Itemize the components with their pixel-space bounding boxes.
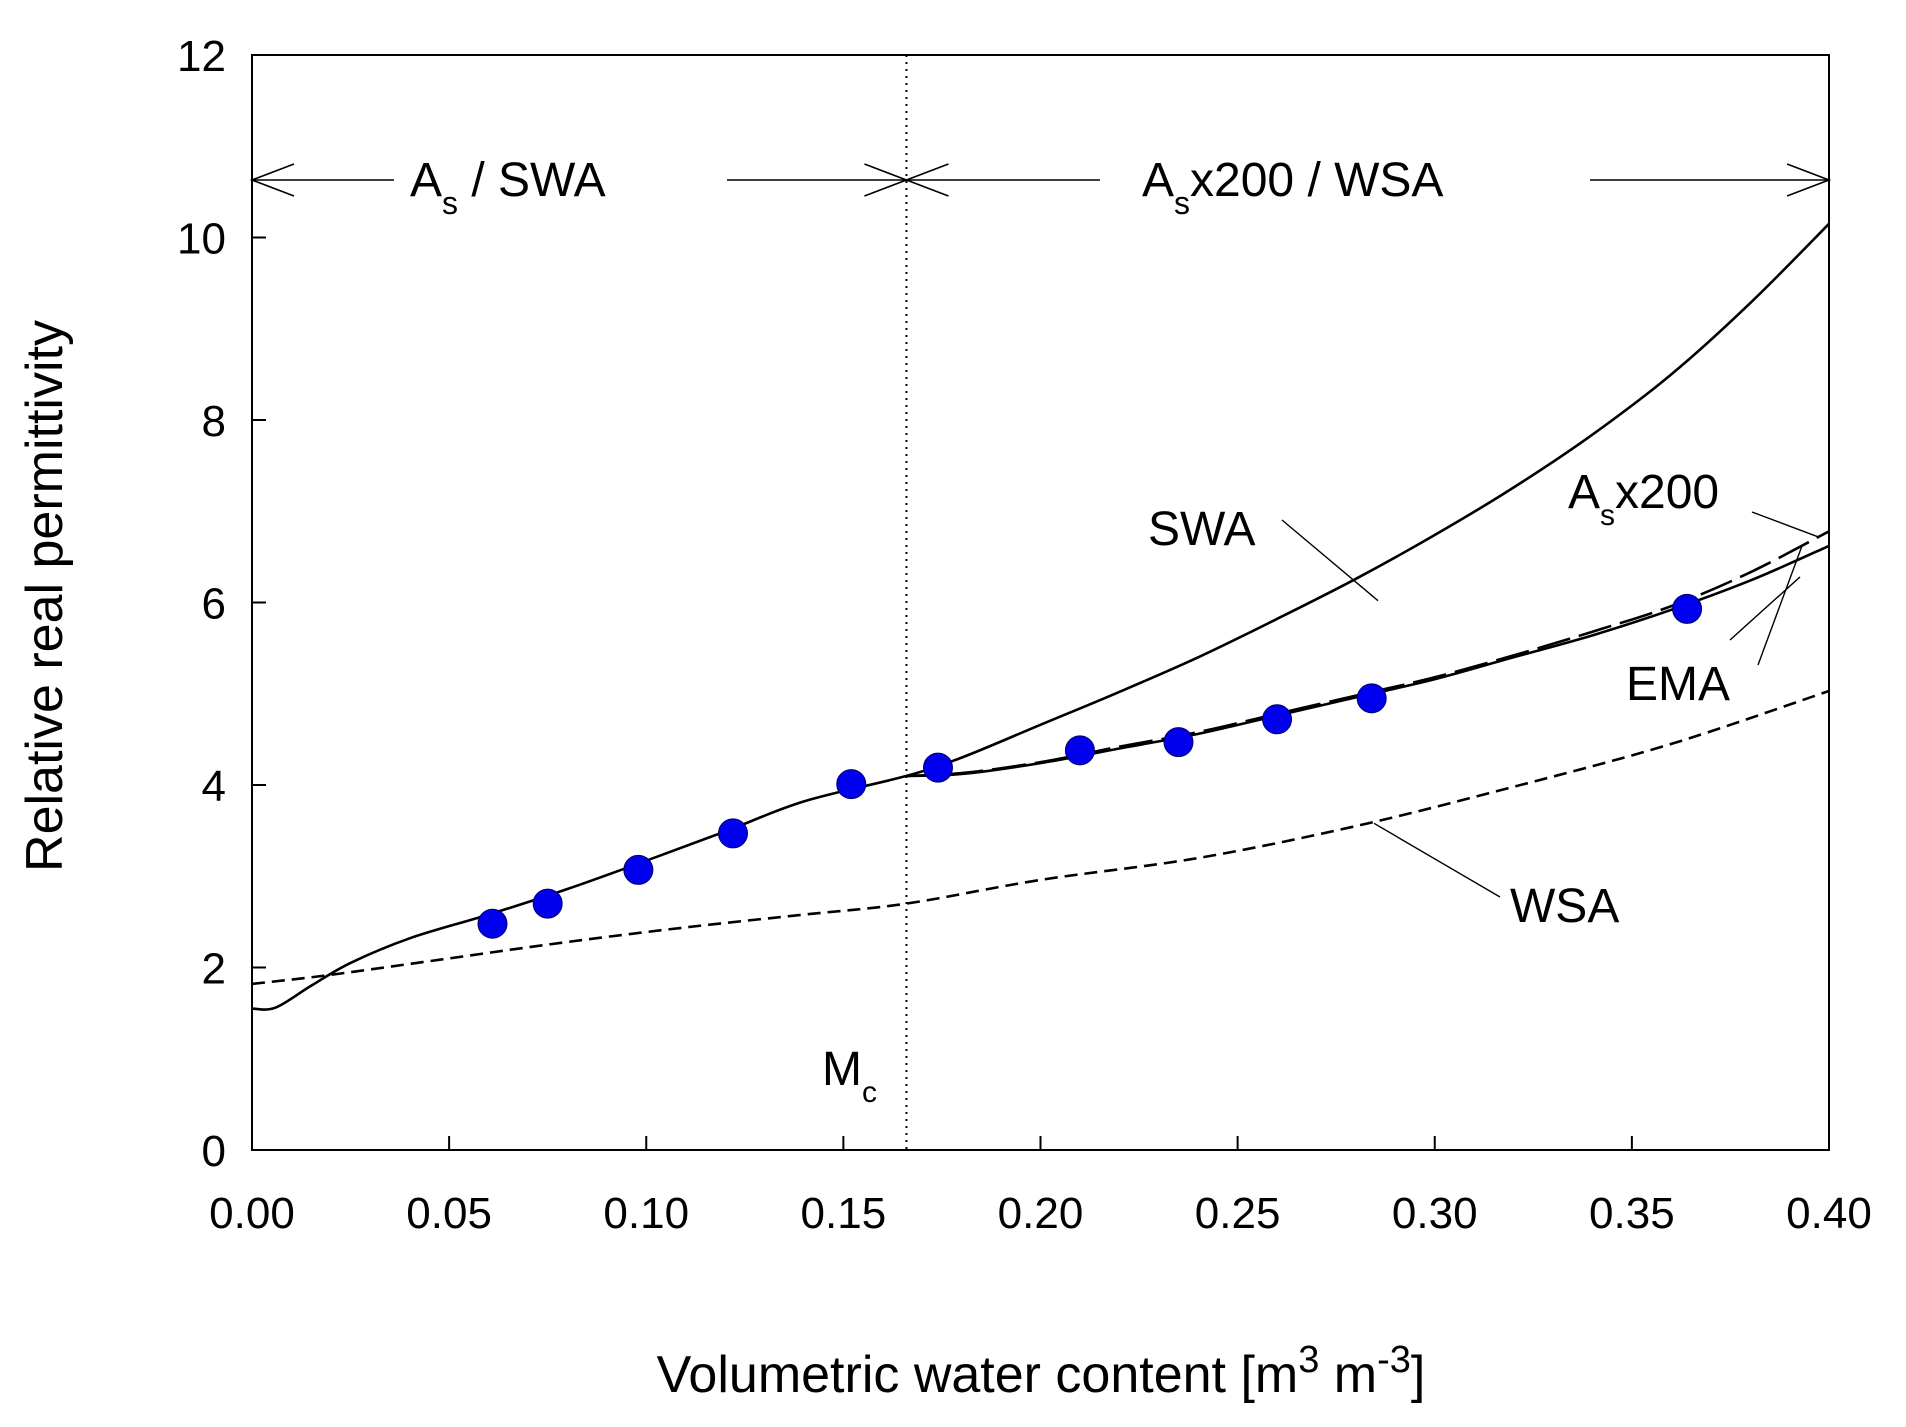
plot-frame xyxy=(251,54,1830,1151)
mc-label-sub: c xyxy=(862,1076,877,1109)
right-region-arrowhead-left xyxy=(904,163,949,197)
series-line-swa xyxy=(251,222,1830,1011)
plot-frame-rect xyxy=(251,54,1830,1151)
data-point xyxy=(623,854,654,885)
x-tick-label: 0.30 xyxy=(1392,1189,1478,1238)
y-tick-label: 0 xyxy=(202,1127,226,1176)
asx200-leader-line xyxy=(1751,511,1819,538)
left-region-label: As / SWA xyxy=(410,154,606,221)
left-region-label-sub: s xyxy=(442,185,458,221)
x-unit-sup: -3 xyxy=(1377,1339,1411,1381)
x-unit-part: ] xyxy=(1411,1346,1425,1404)
x-axis-unit: [m3 m-3] xyxy=(1240,1339,1425,1404)
swa-curve-label: SWA xyxy=(1148,503,1256,556)
y-tick-label: 2 xyxy=(202,945,226,994)
data-point xyxy=(1356,683,1387,714)
ticks-layer: 0.00 0.05 0.10 0.15 0.20 0.25 0.30 0.35 0.40 0 2 4 6… xyxy=(177,32,1872,1238)
data-point xyxy=(1163,727,1194,758)
x-tick-label: 0.15 xyxy=(801,1189,887,1238)
x-tick-label: 0.20 xyxy=(998,1189,1084,1238)
x-tick-label: 0.25 xyxy=(1195,1189,1281,1238)
swa-leader-line xyxy=(1281,519,1379,602)
y-tick-label: 8 xyxy=(202,397,226,446)
ema-leader-line-a xyxy=(1757,545,1803,666)
y-tick-label: 6 xyxy=(202,580,226,629)
x-tick-label: 0.05 xyxy=(406,1189,492,1238)
data-point xyxy=(922,752,953,783)
axis-titles: Relative real permittivity Volumetric wa… xyxy=(16,320,1425,1404)
data-point xyxy=(717,818,748,849)
y-tick-label: 4 xyxy=(202,762,226,811)
asx200-curve-label-main: A xyxy=(1568,466,1600,519)
data-point xyxy=(477,908,508,939)
right-region-label-rest: x200 / WSA xyxy=(1190,154,1443,207)
left-region-label-main: A xyxy=(410,154,442,207)
series-line-wsa xyxy=(251,689,1830,986)
wsa-curve-label: WSA xyxy=(1510,880,1619,933)
scatter-layer xyxy=(477,593,1703,939)
x-unit-part: m xyxy=(1319,1346,1377,1404)
x-tick-label: 0.35 xyxy=(1589,1189,1675,1238)
asx200-curve-label-rest: x200 xyxy=(1615,466,1719,519)
y-axis-title: Relative real permittivity xyxy=(16,320,74,872)
data-point xyxy=(1262,704,1293,735)
x-tick-label: 0.10 xyxy=(603,1189,689,1238)
y-tick-label: 10 xyxy=(177,215,226,264)
right-region-label: Asx200 / WSA xyxy=(1142,154,1443,221)
ema-leader-line-b xyxy=(1729,576,1801,641)
ema-curve-label: EMA xyxy=(1626,658,1730,711)
x-tick-label: 0.40 xyxy=(1786,1189,1872,1238)
left-region-label-rest: / SWA xyxy=(458,154,606,207)
asx200-curve-label-sub: s xyxy=(1600,499,1615,532)
y-tick-label: 12 xyxy=(177,32,226,81)
x-tick-label: 0.00 xyxy=(209,1189,295,1238)
x-axis-title: Volumetric water content [m3 m-3] xyxy=(657,1339,1426,1404)
asx200-curve-label: Asx200 xyxy=(1568,466,1719,532)
x-unit-sup: 3 xyxy=(1298,1339,1319,1381)
right-region-label-main: A xyxy=(1142,154,1174,207)
mc-label: Mc xyxy=(822,1043,877,1109)
x-unit-part: [m xyxy=(1240,1346,1298,1404)
data-point xyxy=(1064,735,1095,766)
mc-label-main: M xyxy=(822,1043,862,1096)
x-axis-title-text: Volumetric water content xyxy=(657,1346,1227,1404)
right-region-arrowhead-right xyxy=(1786,163,1832,197)
data-point xyxy=(1672,593,1703,624)
left-region-arrowhead-left xyxy=(249,163,295,197)
data-point xyxy=(532,888,563,919)
data-point xyxy=(836,769,867,800)
right-region-label-sub: s xyxy=(1174,185,1190,221)
wsa-leader-line xyxy=(1373,822,1501,898)
